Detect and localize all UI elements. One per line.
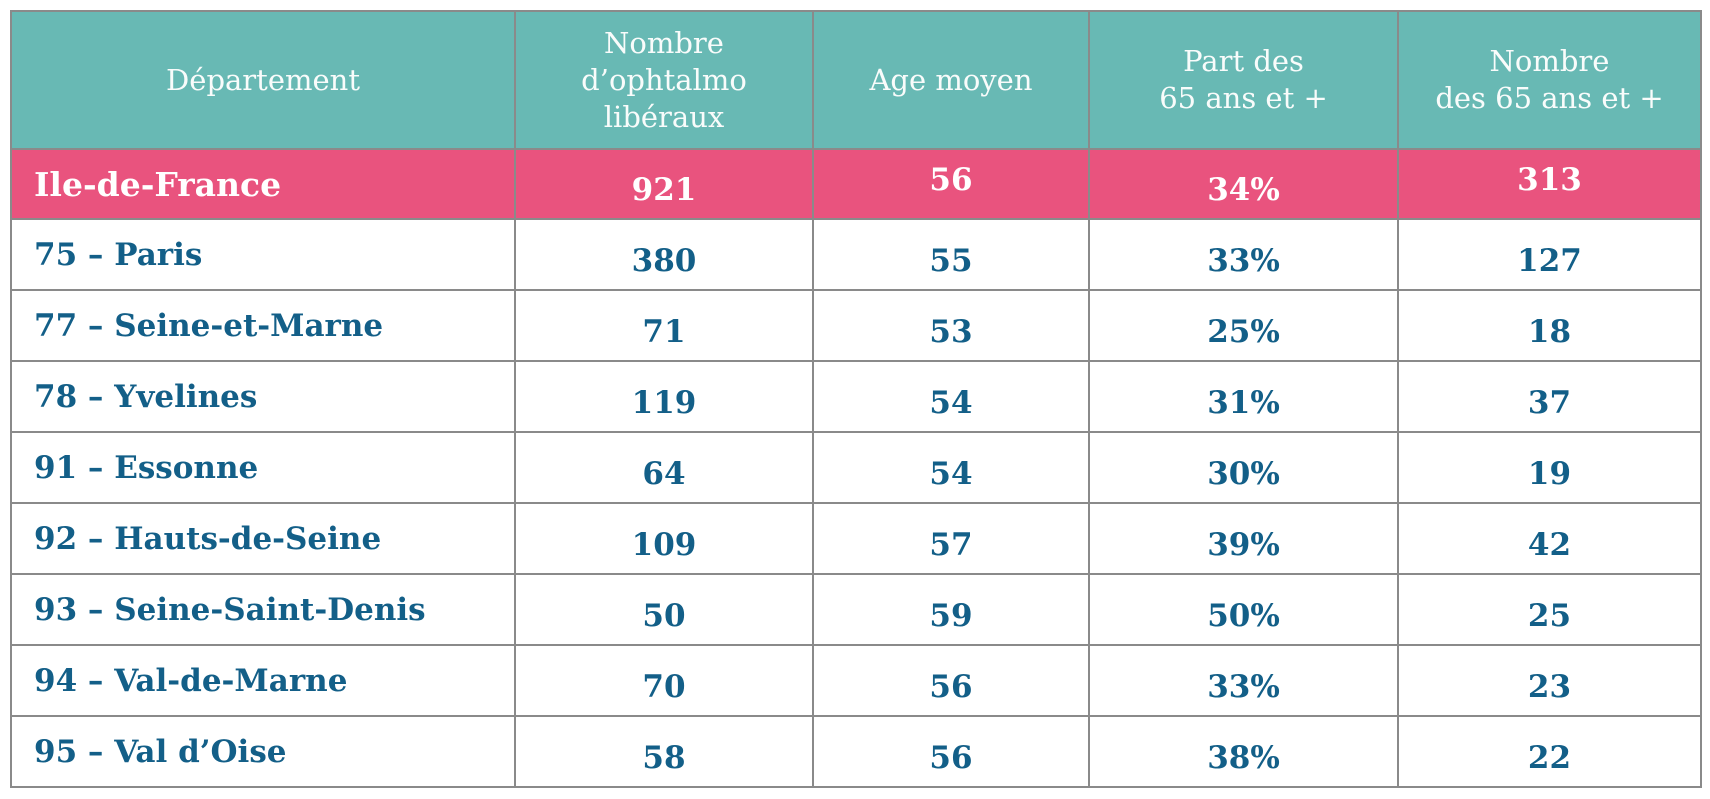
cell-part-65: 25% [1088, 289, 1399, 362]
header-departement: Département [10, 10, 516, 150]
header-age-moyen: Age moyen [812, 10, 1090, 150]
cell-part-65: 30% [1088, 431, 1399, 504]
dept-label: 78 – Yvelines [10, 360, 516, 433]
cell-nombre-ophtalmo: 70 [514, 644, 814, 717]
table-row-91-essonne: 91 – Essonne 64 54 30% 19 [10, 431, 1702, 504]
table-row-78-yvelines: 78 – Yvelines 119 54 31% 37 [10, 360, 1702, 433]
cell-age-moyen: 57 [812, 502, 1090, 575]
cell-part-65: 33% [1088, 218, 1399, 291]
cell-nombre-65: 25 [1397, 573, 1702, 646]
cell-part-65: 39% [1088, 502, 1399, 575]
dept-label: 75 – Paris [10, 218, 516, 291]
cell-nombre-ophtalmo: 119 [514, 360, 814, 433]
cell-nombre-65: 127 [1397, 218, 1702, 291]
cell-nombre-65: 23 [1397, 644, 1702, 717]
cell-nombre-ophtalmo: 380 [514, 218, 814, 291]
summary-nombre-ophtalmo: 921 [514, 148, 814, 220]
cell-age-moyen: 53 [812, 289, 1090, 362]
table-row-93-seine-saint-denis: 93 – Seine-Saint-Denis 50 59 50% 25 [10, 573, 1702, 646]
cell-part-65: 33% [1088, 644, 1399, 717]
header-nombre-65: Nombre des 65 ans et + [1397, 10, 1702, 150]
dept-label: 77 – Seine-et-Marne [10, 289, 516, 362]
dept-label: 91 – Essonne [10, 431, 516, 504]
summary-part-65: 34% [1088, 148, 1399, 220]
cell-nombre-65: 18 [1397, 289, 1702, 362]
dept-label: 95 – Val d’Oise [10, 715, 516, 788]
table-row-77-seine-et-marne: 77 – Seine-et-Marne 71 53 25% 18 [10, 289, 1702, 362]
dept-label: 94 – Val-de-Marne [10, 644, 516, 717]
header-nombre-ophtalmo: Nombre d’ophtalmo libéraux [514, 10, 814, 150]
cell-age-moyen: 56 [812, 644, 1090, 717]
header-row: Département Nombre d’ophtalmo libéraux A… [10, 10, 1702, 150]
ophthalmologists-table: Département Nombre d’ophtalmo libéraux A… [10, 10, 1702, 788]
dept-label: 92 – Hauts-de-Seine [10, 502, 516, 575]
cell-nombre-ophtalmo: 50 [514, 573, 814, 646]
cell-part-65: 50% [1088, 573, 1399, 646]
cell-part-65: 31% [1088, 360, 1399, 433]
region-label: Ile-de-France [10, 148, 516, 220]
cell-nombre-ophtalmo: 109 [514, 502, 814, 575]
cell-part-65: 38% [1088, 715, 1399, 788]
cell-nombre-ophtalmo: 58 [514, 715, 814, 788]
summary-nombre-65: 313 [1397, 148, 1702, 220]
cell-age-moyen: 56 [812, 715, 1090, 788]
table-row-75-paris: 75 – Paris 380 55 33% 127 [10, 218, 1702, 291]
cell-nombre-65: 19 [1397, 431, 1702, 504]
dept-label: 93 – Seine-Saint-Denis [10, 573, 516, 646]
table-row-95-val-d-oise: 95 – Val d’Oise 58 56 38% 22 [10, 715, 1702, 788]
table-row-94-val-de-marne: 94 – Val-de-Marne 70 56 33% 23 [10, 644, 1702, 717]
cell-age-moyen: 54 [812, 431, 1090, 504]
cell-age-moyen: 54 [812, 360, 1090, 433]
summary-age-moyen: 56 [812, 148, 1090, 220]
table-body: Ile-de-France 921 56 34% 313 75 – Paris … [10, 148, 1702, 788]
table-header: Département Nombre d’ophtalmo libéraux A… [10, 10, 1702, 150]
summary-row-ile-de-france: Ile-de-France 921 56 34% 313 [10, 148, 1702, 220]
table-row-92-hauts-de-seine: 92 – Hauts-de-Seine 109 57 39% 42 [10, 502, 1702, 575]
header-part-65: Part des 65 ans et + [1088, 10, 1399, 150]
cell-nombre-65: 42 [1397, 502, 1702, 575]
cell-nombre-65: 22 [1397, 715, 1702, 788]
cell-nombre-65: 37 [1397, 360, 1702, 433]
cell-nombre-ophtalmo: 64 [514, 431, 814, 504]
cell-nombre-ophtalmo: 71 [514, 289, 814, 362]
cell-age-moyen: 59 [812, 573, 1090, 646]
cell-age-moyen: 55 [812, 218, 1090, 291]
